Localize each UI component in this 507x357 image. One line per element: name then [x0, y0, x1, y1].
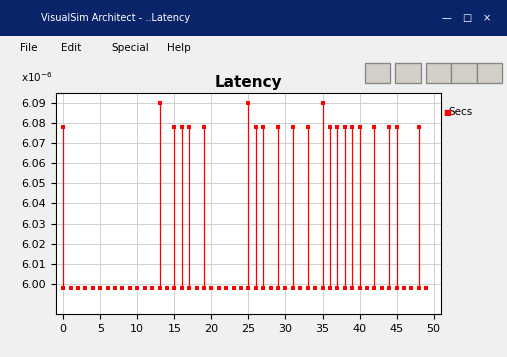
FancyBboxPatch shape [395, 63, 421, 83]
Text: x10$^{-6}$: x10$^{-6}$ [21, 70, 53, 84]
Text: VisualSim Architect - ..Latency: VisualSim Architect - ..Latency [41, 13, 190, 23]
Title: Latency: Latency [214, 75, 282, 90]
Text: □: □ [462, 13, 471, 23]
Text: Edit: Edit [61, 43, 81, 53]
Text: Special: Special [112, 43, 149, 53]
Text: —: — [441, 13, 451, 23]
FancyBboxPatch shape [426, 63, 451, 83]
FancyBboxPatch shape [477, 63, 502, 83]
Text: ×: × [483, 13, 491, 23]
FancyBboxPatch shape [365, 63, 390, 83]
Text: ■: ■ [444, 108, 452, 117]
Text: Secs: Secs [449, 107, 473, 117]
Text: Help: Help [167, 43, 191, 53]
FancyBboxPatch shape [451, 63, 477, 83]
Text: File: File [20, 43, 38, 53]
